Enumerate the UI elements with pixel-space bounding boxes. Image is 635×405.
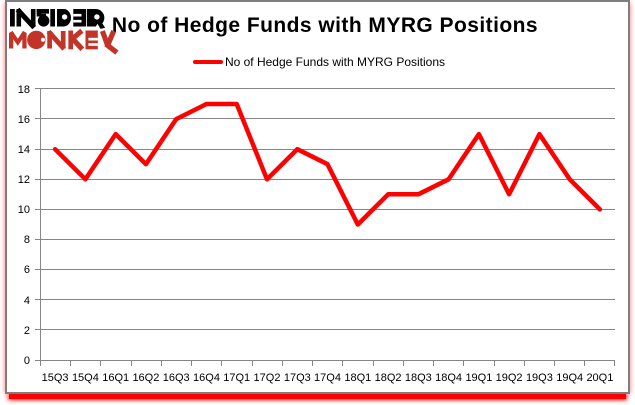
svg-text:20Q1: 20Q1 [586,372,613,384]
svg-text:16Q1: 16Q1 [102,372,129,384]
svg-text:10: 10 [18,204,30,216]
svg-text:16Q2: 16Q2 [132,372,159,384]
svg-text:18Q3: 18Q3 [405,372,432,384]
svg-text:0: 0 [24,355,30,367]
svg-text:16: 16 [18,114,30,126]
svg-text:6: 6 [24,264,30,276]
svg-text:17Q3: 17Q3 [284,372,311,384]
svg-text:18: 18 [18,84,30,96]
svg-text:16Q3: 16Q3 [163,372,190,384]
svg-text:18Q2: 18Q2 [375,372,402,384]
svg-text:16Q4: 16Q4 [193,372,220,384]
svg-text:19Q4: 19Q4 [556,372,583,384]
svg-text:14: 14 [18,144,30,156]
svg-text:17Q4: 17Q4 [314,372,341,384]
svg-text:15Q4: 15Q4 [72,372,99,384]
svg-text:19Q2: 19Q2 [496,372,523,384]
svg-text:19Q3: 19Q3 [526,372,553,384]
svg-text:8: 8 [24,234,30,246]
svg-text:17Q2: 17Q2 [254,372,281,384]
svg-text:15Q3: 15Q3 [42,372,69,384]
svg-text:18Q1: 18Q1 [344,372,371,384]
svg-text:17Q1: 17Q1 [223,372,250,384]
svg-text:19Q1: 19Q1 [465,372,492,384]
svg-text:2: 2 [24,325,30,337]
svg-text:4: 4 [24,295,30,307]
svg-text:18Q4: 18Q4 [435,372,462,384]
svg-text:12: 12 [18,174,30,186]
